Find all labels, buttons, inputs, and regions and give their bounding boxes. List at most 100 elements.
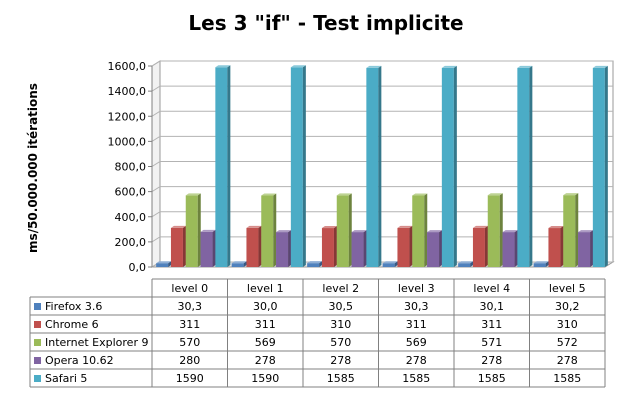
- grid-line: [151, 211, 613, 218]
- bar: [382, 261, 398, 267]
- bar-side: [439, 230, 443, 267]
- category-label: level 3: [398, 282, 435, 295]
- bar-side: [197, 193, 201, 267]
- bar: [321, 226, 337, 267]
- grid-line: [151, 60, 613, 67]
- data-label: 571: [481, 336, 502, 349]
- bar-top: [427, 230, 443, 233]
- bar-front: [336, 195, 349, 267]
- bar-top: [156, 261, 172, 264]
- bar-front: [397, 227, 410, 267]
- y-tick-label: 400,0: [115, 211, 147, 224]
- data-table: level 0 level 1 level 2 level 3 level 4 level…: [29, 278, 606, 388]
- data-label: 1585: [478, 372, 506, 385]
- data-label: 1585: [327, 372, 355, 385]
- bar-side: [168, 261, 172, 267]
- bar-side: [258, 225, 262, 267]
- bar: [441, 65, 457, 268]
- bar-side: [378, 65, 382, 268]
- y-tick-label: 0,0: [129, 261, 147, 274]
- bar-front: [261, 195, 274, 267]
- bar: [307, 261, 323, 267]
- data-label: 1590: [251, 372, 279, 385]
- bar-top: [382, 261, 398, 264]
- bar: [548, 226, 564, 267]
- bar-front: [427, 232, 440, 267]
- category-label: level 5: [549, 282, 586, 295]
- bar-side: [302, 65, 306, 267]
- bar-top: [307, 261, 323, 264]
- bar-front: [290, 67, 303, 267]
- data-label: 569: [406, 336, 427, 349]
- bar-front: [231, 263, 244, 267]
- data-label: 310: [330, 318, 351, 331]
- bar-top: [472, 225, 488, 228]
- grid-line: [151, 161, 613, 167]
- bar-side: [227, 65, 231, 267]
- bar-top: [321, 226, 337, 229]
- bar-side: [288, 230, 292, 267]
- series-name: Chrome 6: [45, 318, 99, 331]
- bar-top: [592, 65, 608, 68]
- data-label: 278: [406, 354, 427, 367]
- bar: [517, 65, 533, 268]
- data-label: 569: [255, 336, 276, 349]
- bar-front: [578, 232, 591, 267]
- bar-side: [363, 230, 367, 267]
- grid-line: [151, 85, 613, 92]
- legend-key: [34, 357, 41, 364]
- bar-top: [351, 230, 367, 233]
- bar-top: [502, 230, 518, 233]
- grid-line: [151, 186, 613, 193]
- bar-top: [276, 230, 292, 233]
- bar-side: [182, 225, 186, 267]
- bar-top: [185, 193, 201, 196]
- y-tick-label: 600,0: [115, 186, 147, 199]
- bar-side: [453, 65, 457, 268]
- y-tick-label: 800,0: [115, 161, 147, 174]
- bar-top: [200, 229, 216, 232]
- bar-top: [548, 226, 564, 229]
- bar-front: [200, 231, 213, 267]
- series-name: Firefox 3.6: [45, 300, 102, 313]
- bar-top: [170, 225, 186, 228]
- data-label: 311: [481, 318, 502, 331]
- bar-side: [409, 225, 413, 267]
- bar-side: [348, 193, 352, 267]
- bar-front: [321, 228, 334, 267]
- bar-top: [441, 65, 457, 68]
- data-label: 278: [330, 354, 351, 367]
- grid-line: [151, 236, 613, 243]
- bar: [276, 230, 292, 267]
- bar-side: [499, 193, 503, 267]
- bar-top: [578, 230, 594, 233]
- y-tick-label: 1400,0: [108, 85, 147, 98]
- category-label: level 1: [247, 282, 284, 295]
- bar: [200, 229, 216, 267]
- bar: [592, 65, 608, 268]
- bar: [351, 230, 367, 267]
- chart-title: Les 3 "if" - Test implicite: [188, 11, 463, 35]
- bar-front: [458, 263, 471, 267]
- bar-top: [215, 65, 231, 68]
- bar: [427, 230, 443, 267]
- bar: [578, 230, 594, 267]
- bar-front: [156, 263, 169, 267]
- data-label: 30,3: [178, 300, 203, 313]
- series-name: Opera 10.62: [45, 354, 114, 367]
- data-label: 572: [557, 336, 578, 349]
- bar: [231, 261, 247, 267]
- data-label: 280: [179, 354, 200, 367]
- bar-top: [412, 193, 428, 196]
- bar-top: [563, 193, 579, 196]
- data-label: 570: [330, 336, 351, 349]
- bar: [487, 193, 503, 267]
- y-axis: 0,0 200,0 400,0 600,0 800,0 1000,0 1200,0 1400,…: [108, 60, 153, 274]
- bar-side: [212, 229, 216, 267]
- bar-top: [458, 261, 474, 264]
- bar-front: [563, 195, 576, 267]
- bar-top: [261, 193, 277, 196]
- bar-side: [560, 226, 564, 267]
- bar-front: [382, 263, 395, 267]
